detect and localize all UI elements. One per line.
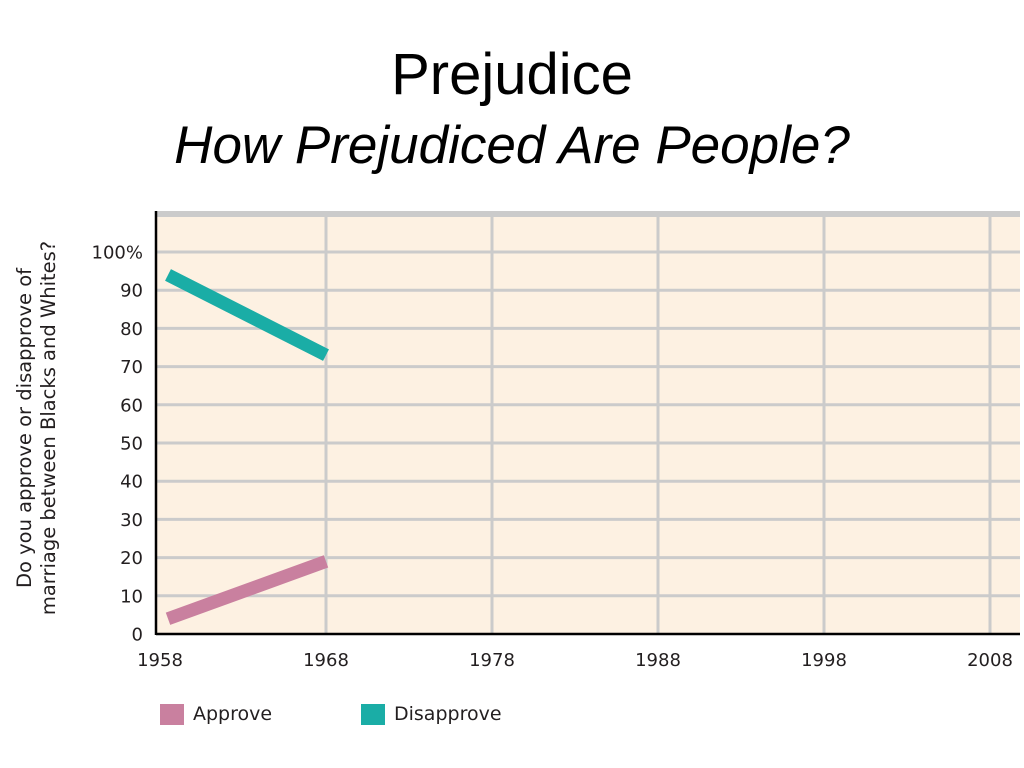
slide-title: Prejudice: [391, 42, 633, 107]
y-tick-label: 80: [120, 319, 143, 340]
series-line-disapprove: [165, 269, 329, 361]
legend-swatch-disapprove: [361, 703, 385, 725]
y-tick-label: 20: [120, 548, 143, 569]
y-tick-label: 60: [120, 395, 143, 416]
y-tick-label: 0: [132, 625, 143, 646]
y-tick-label: 40: [120, 472, 143, 493]
legend-item-approve: Approve: [160, 702, 272, 726]
y-tick-label: 100%: [92, 243, 143, 264]
y-tick-label: 70: [120, 357, 143, 378]
legend-item-disapprove: Disapprove: [361, 702, 502, 726]
y-tick-label: 90: [120, 281, 143, 302]
legend-swatch-approve: [160, 703, 184, 725]
y-tick-label: 10: [120, 586, 143, 607]
x-tick-label: 1968: [303, 650, 349, 671]
x-tick-label: 1978: [469, 650, 515, 671]
y-tick-label: 50: [120, 434, 143, 455]
legend-label-disapprove: Disapprove: [394, 703, 502, 725]
plot-area: [156, 211, 1020, 634]
x-tick-label: 1988: [635, 650, 681, 671]
y-tick-label: 30: [120, 510, 143, 531]
x-tick-label: 2008: [967, 650, 1013, 671]
x-tick-label: 1998: [801, 650, 847, 671]
legend-label-approve: Approve: [193, 703, 273, 725]
x-tick-label: 1958: [137, 650, 183, 671]
slide-subtitle: How Prejudiced Are People?: [174, 116, 850, 175]
series-line-approve: [165, 555, 329, 625]
